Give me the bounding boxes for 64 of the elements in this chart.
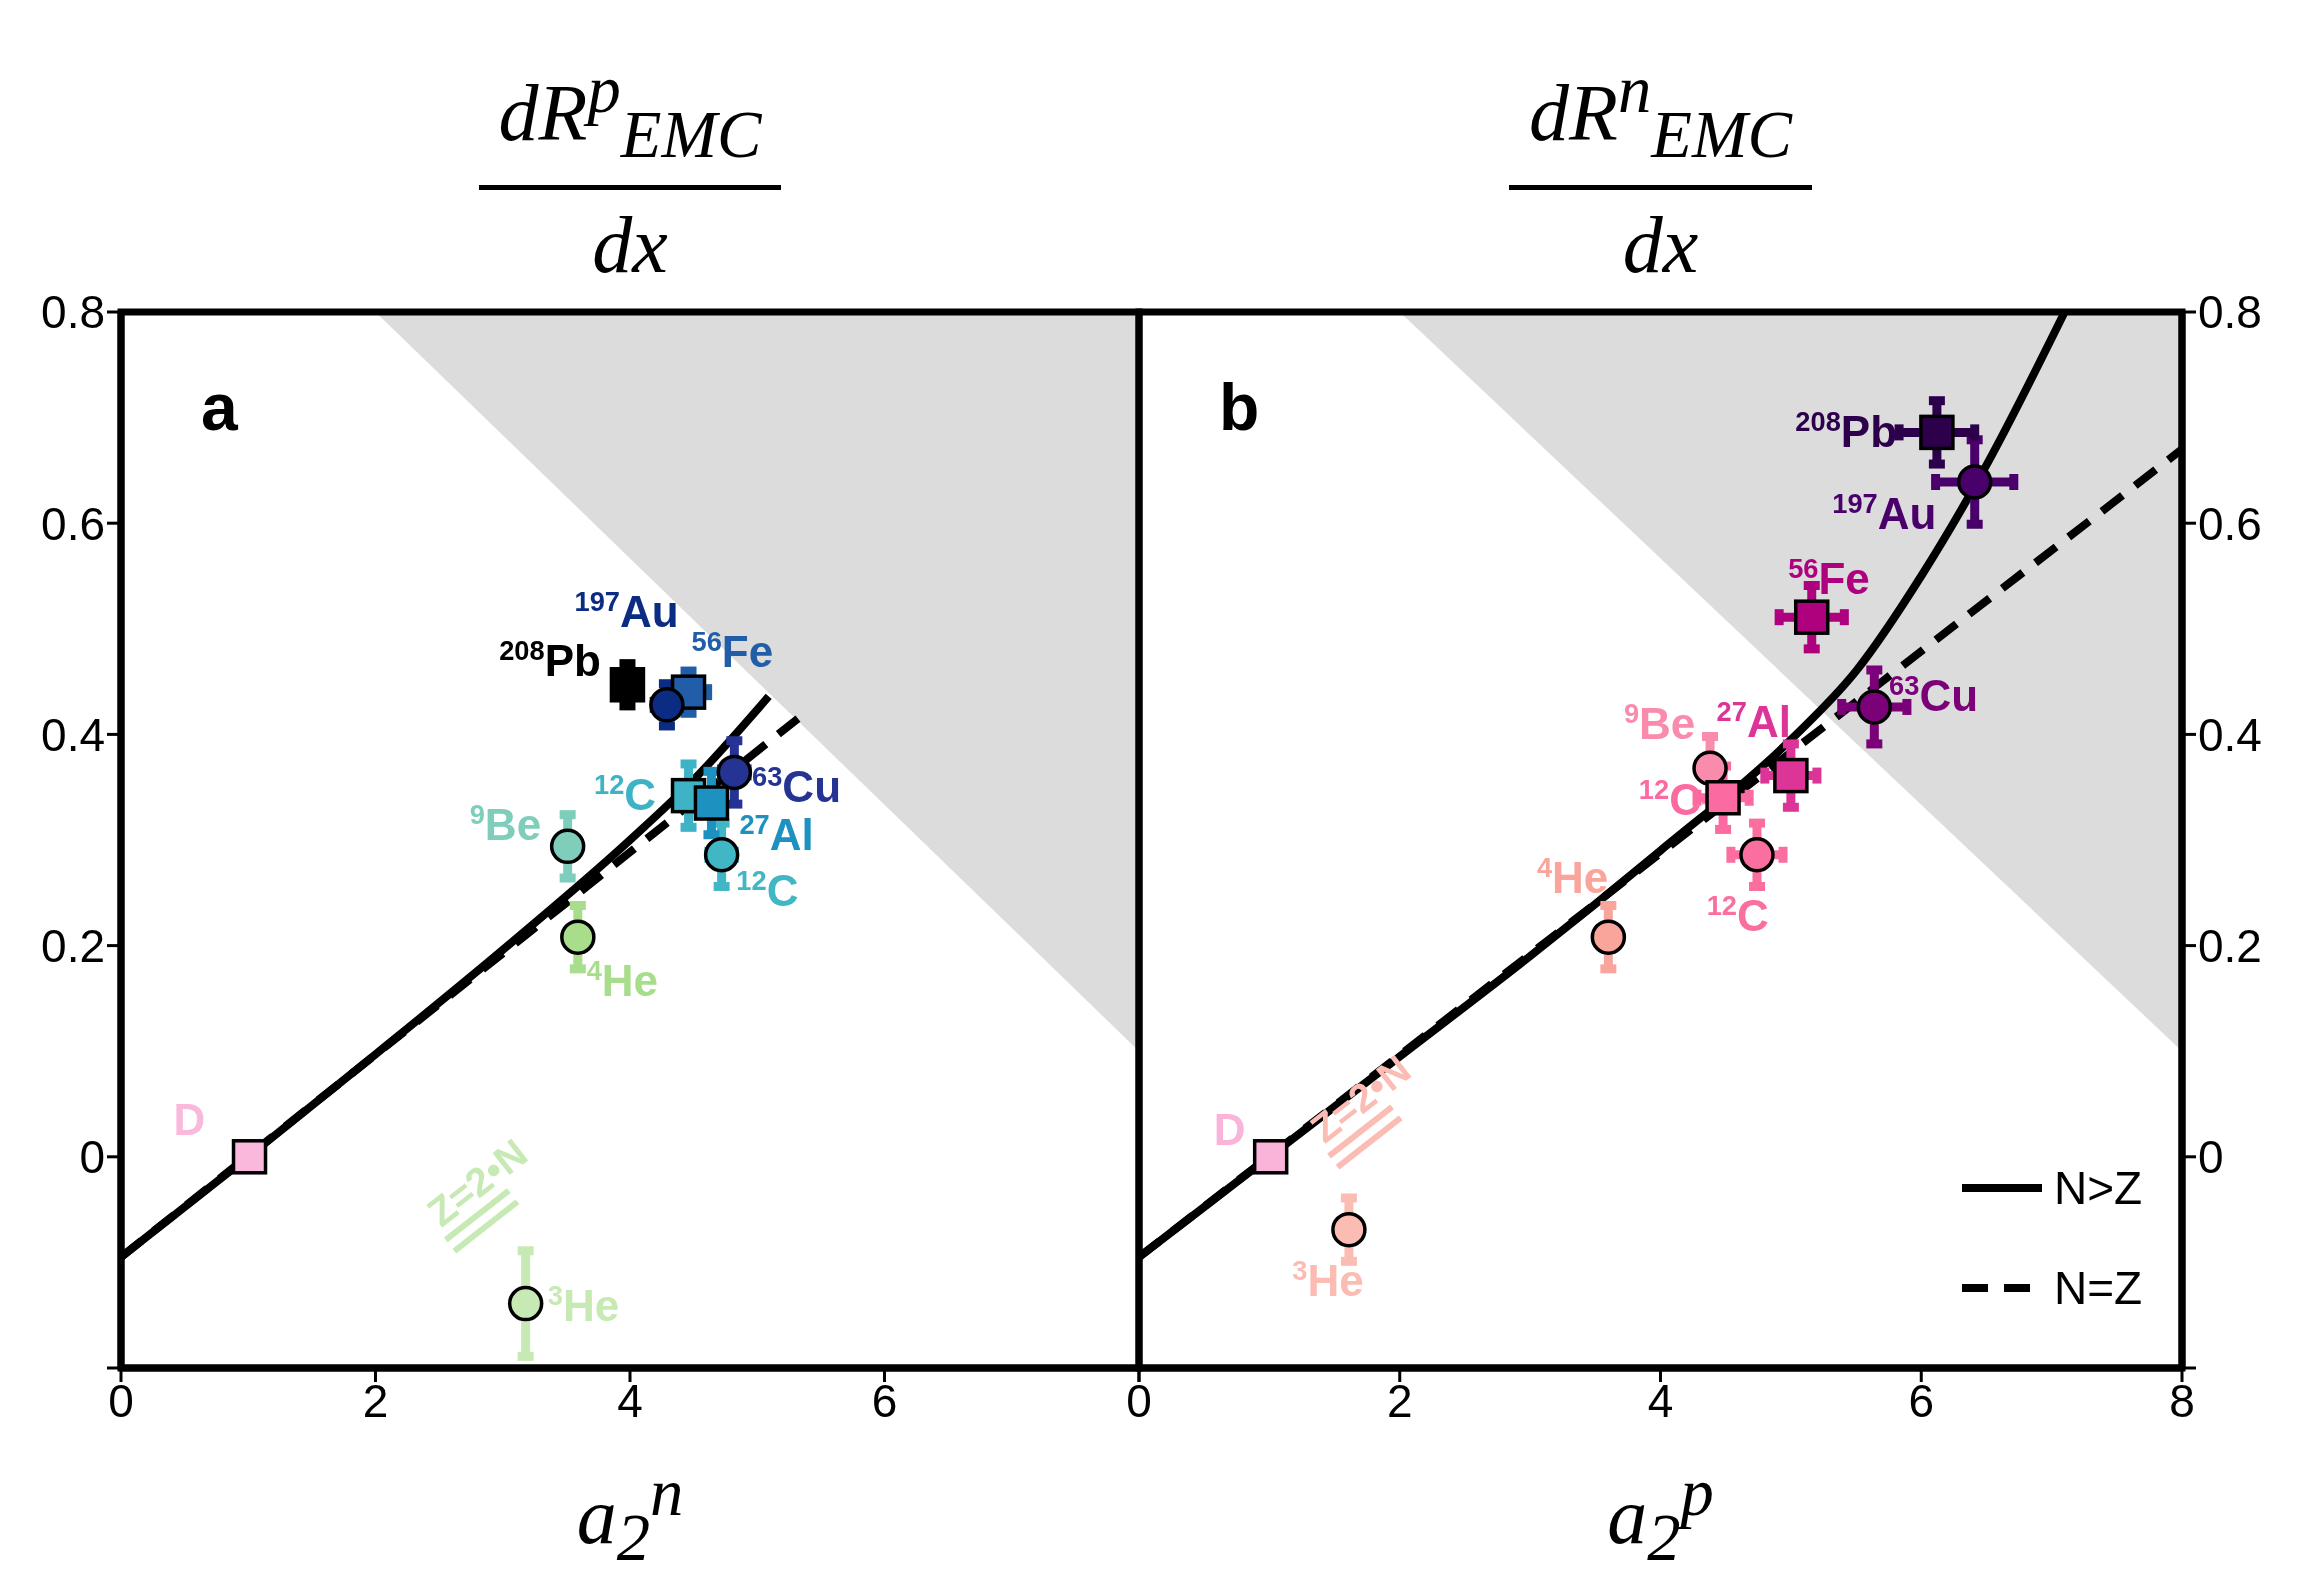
series-label: D (173, 1094, 206, 1144)
y-tick-label: 0 (79, 1131, 105, 1184)
y-tick-label: 0.2 (41, 919, 105, 972)
series-label: $^{197}$Au (1832, 488, 1937, 539)
point (649, 687, 685, 723)
point (1590, 919, 1627, 955)
point (1705, 780, 1741, 816)
point (507, 1285, 544, 1322)
legend-label: N=Z (2054, 1262, 2143, 1314)
x-tick-label: 6 (871, 1374, 898, 1427)
series-label: $^{3}$He (547, 1280, 620, 1331)
series-label: $^{4}$He (586, 954, 659, 1006)
series-label: $^{4}$He (1536, 851, 1609, 902)
point (1331, 1211, 1367, 1248)
series-label: $^{208}$Pb (499, 634, 601, 685)
x-tick-label: 4 (617, 1374, 643, 1427)
point (1773, 757, 1809, 794)
y-tick-label: 0.6 (41, 497, 105, 550)
annotation: b (1219, 370, 1260, 444)
series-label: $^{12}$C (594, 769, 657, 820)
series-label: $^{9}$Be (1623, 697, 1696, 748)
series-label: $^{9}$Be (469, 799, 542, 850)
point (693, 785, 730, 821)
annotation: a (201, 370, 239, 444)
x-tick-label: 2 (1386, 1374, 1413, 1427)
x-tick-label: 6 (1908, 1374, 1935, 1427)
point (1252, 1139, 1289, 1175)
series-label: $^{56}$Fe (691, 625, 774, 677)
series-label: $^{12}$C (1706, 890, 1769, 941)
series-label: D (1213, 1105, 1246, 1155)
point (1919, 414, 1955, 451)
point (560, 919, 596, 955)
x-tick-label: 4 (1647, 1374, 1674, 1427)
series-label: $^{12}$C (736, 865, 799, 916)
series-label: $^{63}$Cu (752, 760, 842, 811)
point (1692, 750, 1728, 786)
series-label: $^{27}$Al (1716, 696, 1791, 747)
point (549, 828, 586, 865)
y-tick-label: 0.6 (2198, 497, 2262, 550)
y-tick-label: 0.8 (2198, 286, 2262, 339)
point (231, 1139, 268, 1175)
series-label: $^{63}$Cu (1889, 670, 1979, 721)
point (1956, 464, 1993, 500)
point (1793, 599, 1830, 635)
y-tick-label: 0.4 (41, 708, 105, 761)
y-tick-label: 0.4 (2198, 708, 2262, 761)
series-label: $^{208}$Pb (1795, 405, 1898, 457)
series-label: $^{197}$Au (574, 585, 679, 636)
chart-subtitle: dx (1621, 199, 1700, 291)
legend-label: N>Z (2054, 1162, 2143, 1214)
series-label: $^{27}$Al (739, 809, 814, 860)
y-tick-label: 0.8 (41, 286, 105, 339)
y-tick-label: 0 (2198, 1131, 2224, 1184)
series-label: $^{3}$He (1292, 1254, 1364, 1305)
point (716, 754, 753, 791)
y-tick-label: 0.2 (2198, 919, 2262, 972)
chart-subtitle: dx (591, 199, 669, 291)
point (609, 667, 646, 703)
x-tick-label: 0 (1126, 1374, 1152, 1427)
x-tick-label: 2 (362, 1374, 389, 1427)
series-label: $^{56}$Fe (1788, 552, 1870, 603)
x-tick-label: 8 (2169, 1374, 2195, 1427)
point (703, 837, 740, 873)
point (1739, 837, 1775, 873)
